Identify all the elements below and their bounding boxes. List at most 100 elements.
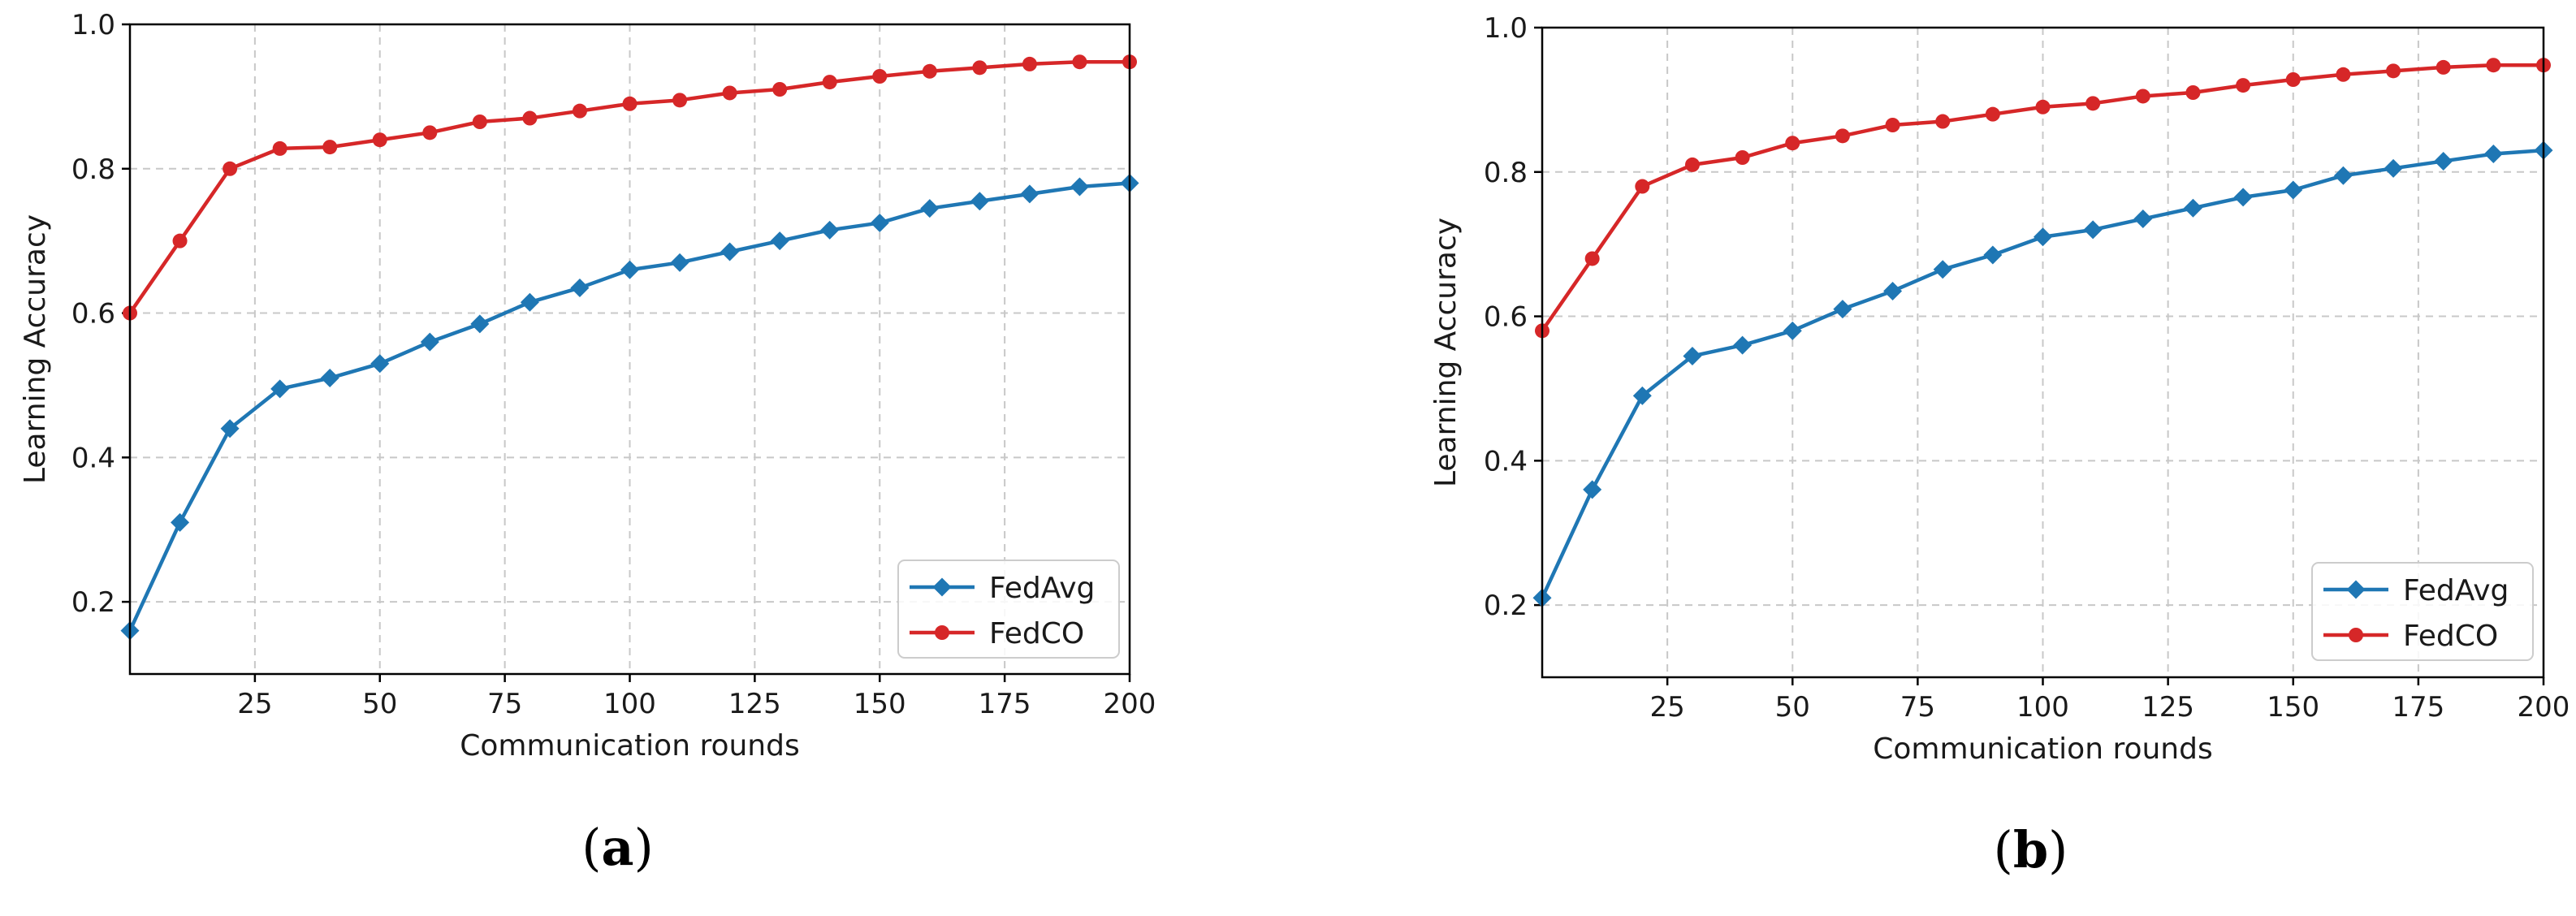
x-tick-label: 175 — [979, 688, 1031, 720]
series-fedco — [1535, 58, 2551, 339]
data-point-fedavg — [770, 231, 789, 251]
data-point-fedavg — [171, 512, 190, 532]
data-point-fedco — [372, 132, 387, 148]
data-point-fedco — [1935, 114, 1951, 129]
data-point-fedco — [1635, 179, 1650, 194]
data-point-fedco — [922, 63, 937, 79]
x-tick-label: 50 — [1775, 691, 1810, 724]
data-point-fedavg — [1883, 281, 1903, 300]
data-point-fedco — [422, 125, 438, 140]
data-point-fedavg — [1733, 335, 1753, 355]
data-point-fedavg — [1783, 321, 1802, 340]
data-point-fedco — [1885, 118, 1900, 132]
data-point-fedco — [2085, 96, 2101, 111]
x-axis-title: Communication rounds — [1873, 732, 2212, 766]
data-point-fedavg — [2233, 188, 2253, 207]
legend-marker — [935, 625, 949, 640]
y-tick-label: 0.4 — [1484, 445, 1528, 477]
x-tick-label: 175 — [2392, 691, 2444, 724]
y-tick-label: 0.6 — [71, 298, 115, 331]
legend-label-fedco: FedCO — [989, 617, 1084, 650]
y-tick-label: 1.0 — [71, 9, 115, 41]
chart-panel-b: 25 50 75 100 125 150 175 200 0.2 0.4 0.6 0.8 1.0 Comm… — [1429, 12, 2570, 879]
x-tick-label: 75 — [487, 688, 522, 720]
data-point-fedavg — [320, 369, 339, 388]
data-point-fedavg — [2284, 180, 2303, 200]
data-point-fedco — [1785, 136, 1800, 151]
x-tick-label: 75 — [1900, 691, 1935, 724]
x-tick-label: 150 — [854, 688, 906, 720]
x-tick-label: 200 — [1104, 688, 1156, 720]
data-point-fedco — [522, 110, 538, 126]
data-point-fedavg — [720, 242, 740, 261]
data-point-fedco — [2236, 78, 2251, 93]
data-point-fedavg — [2333, 166, 2353, 185]
legend-label-fedavg: FedAvg — [2403, 574, 2509, 607]
data-point-fedco — [472, 114, 487, 129]
x-tick-label: 25 — [237, 688, 272, 720]
legend-label-fedco: FedCO — [2403, 620, 2498, 653]
data-point-fedavg — [220, 419, 240, 439]
data-point-fedco — [1835, 128, 1850, 144]
data-point-fedco — [672, 93, 688, 108]
data-point-fedco — [572, 103, 587, 119]
data-point-fedavg — [2183, 198, 2202, 218]
data-point-fedco — [2386, 63, 2401, 79]
series-fedco — [123, 54, 1137, 321]
data-point-fedavg — [1632, 386, 1652, 405]
x-tick-label: 200 — [2518, 691, 2570, 724]
data-point-fedco — [722, 85, 737, 101]
data-point-fedco — [1584, 251, 1600, 266]
data-point-fedco — [822, 75, 837, 90]
data-point-fedavg — [2133, 210, 2153, 229]
data-point-fedavg — [2034, 227, 2052, 247]
data-point-fedavg — [820, 220, 840, 240]
legend-label-fedavg: FedAvg — [989, 572, 1095, 605]
data-point-fedavg — [1983, 245, 2003, 265]
data-point-fedavg — [520, 292, 539, 312]
data-point-fedavg — [470, 314, 490, 334]
data-point-fedco — [622, 96, 638, 111]
y-tick-label: 1.0 — [1484, 12, 1528, 45]
x-tick-label: 25 — [1649, 691, 1684, 724]
data-point-fedco — [223, 161, 238, 176]
data-point-fedco — [1985, 106, 2000, 122]
data-point-fedavg — [370, 354, 390, 374]
data-point-fedavg — [570, 278, 590, 297]
x-tick-label: 125 — [728, 688, 781, 720]
legend-marker — [2346, 580, 2366, 599]
plot-frame — [128, 23, 1131, 676]
data-point-fedavg — [2384, 158, 2403, 178]
data-point-fedavg — [1020, 184, 1039, 204]
data-point-fedavg — [620, 260, 639, 279]
data-point-fedco — [972, 60, 988, 76]
panel-label: (b) — [1994, 820, 2068, 879]
x-tick-label: 100 — [603, 688, 656, 720]
data-point-fedco — [322, 140, 338, 155]
y-tick-label: 0.4 — [71, 442, 115, 474]
x-tick-label: 125 — [2142, 691, 2194, 724]
data-point-fedavg — [1933, 260, 1952, 279]
data-point-fedco — [1684, 157, 1700, 172]
chart-panel-a: 25 50 75 100 125 150 175 200 0.2 0.4 0.6 0.8 1.0 Comm… — [19, 9, 1156, 877]
y-tick-label: 0.2 — [1484, 590, 1528, 622]
data-point-fedco — [2185, 85, 2201, 100]
data-point-fedavg — [870, 213, 889, 232]
y-tick-label: 0.6 — [1484, 301, 1528, 334]
series-line-fedavg — [1540, 148, 2544, 599]
data-point-fedavg — [420, 332, 439, 352]
data-point-fedavg — [2083, 220, 2103, 240]
data-point-fedco — [872, 69, 888, 84]
data-point-fedavg — [1683, 346, 1702, 365]
x-axis-title: Communication rounds — [460, 729, 799, 763]
data-point-fedco — [1735, 150, 1750, 165]
panel-label: (a) — [581, 818, 654, 877]
data-point-fedco — [2285, 72, 2301, 87]
series-fedavg — [1532, 140, 2553, 607]
x-tick-label: 100 — [2016, 691, 2069, 724]
data-point-fedavg — [1833, 300, 1852, 319]
y-axis-title: Learning Accuracy — [19, 214, 52, 484]
data-point-fedco — [272, 140, 287, 156]
data-point-fedco — [172, 233, 188, 248]
